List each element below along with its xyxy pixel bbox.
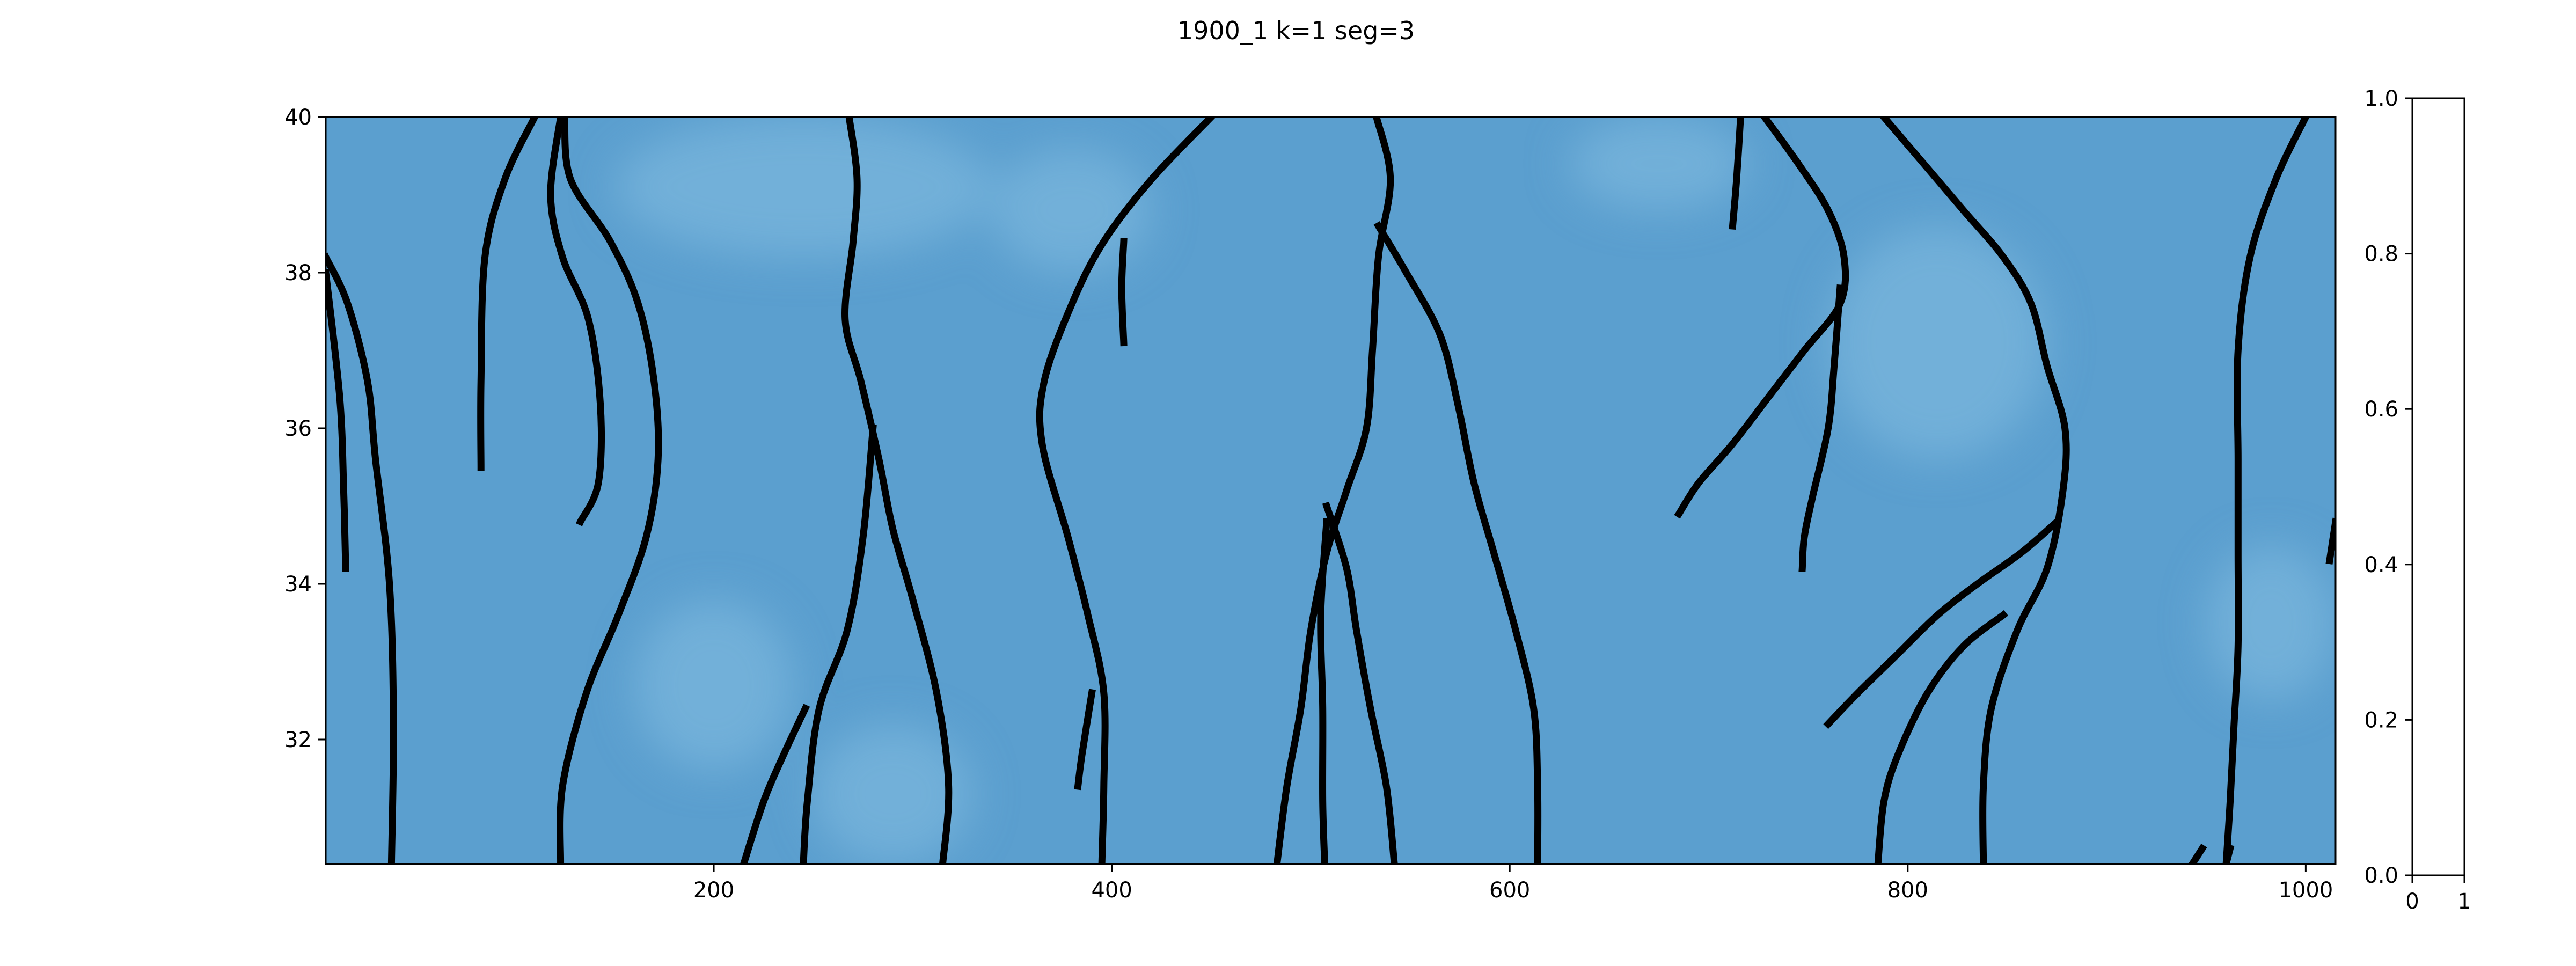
colorbar-y-tick-label: 0.8 xyxy=(2364,242,2398,267)
colorbar-y-tick-label: 0.0 xyxy=(2364,863,2398,888)
contour-line-2 xyxy=(326,268,349,572)
y-tick-label: 38 xyxy=(284,261,312,286)
contour-line-14 xyxy=(1322,501,1398,864)
contour-line-8 xyxy=(740,704,810,864)
contour-line-4 xyxy=(547,117,605,526)
colorbar-y-tick-label: 0.2 xyxy=(2364,708,2398,733)
contour-line-1 xyxy=(326,252,397,864)
heatmap-background xyxy=(326,117,2336,864)
x-tick-label: 1000 xyxy=(2278,878,2333,903)
light-patch-3 xyxy=(1569,117,1749,210)
colorbar-x-tick-label: 0 xyxy=(2405,889,2419,914)
colorbar-y-tick-label: 0.6 xyxy=(2364,397,2398,422)
light-patch-6 xyxy=(2206,545,2336,701)
light-patch-4 xyxy=(1828,226,2047,459)
contour-line-18 xyxy=(1798,284,1844,572)
colorbar-y-axis: 0.0 0.2 0.4 0.6 0.8 1.0 xyxy=(2364,86,2412,888)
contour-line-21 xyxy=(1874,610,2008,864)
contour-line-13 xyxy=(1373,221,1542,864)
light-patches xyxy=(614,117,2336,864)
contour-line-12 xyxy=(1273,117,1394,864)
contour-line-24 xyxy=(2188,844,2207,864)
contour-line-15 xyxy=(1317,518,1331,864)
contour-line-7 xyxy=(800,424,877,864)
y-tick-label: 36 xyxy=(284,416,312,441)
x-tick-label: 600 xyxy=(1489,878,1530,903)
y-tick-label: 40 xyxy=(284,105,312,130)
contour-line-6 xyxy=(841,117,953,864)
contour-line-25 xyxy=(2222,844,2235,864)
light-patch-7 xyxy=(813,724,973,864)
y-tick-label: 32 xyxy=(284,728,312,752)
contour-line-5 xyxy=(557,117,662,864)
contour-line-3 xyxy=(477,117,539,471)
y-axis: 32 34 36 38 40 xyxy=(284,105,326,752)
light-patch-2 xyxy=(992,148,1152,273)
colorbar-fill xyxy=(2411,97,2465,876)
chart-title: 1900_1 k=1 seg=3 xyxy=(1177,16,1415,45)
plot-frame xyxy=(325,116,2337,865)
light-patch-1 xyxy=(614,117,993,257)
x-axis: 200 400 600 800 1000 xyxy=(693,864,2333,903)
colorbar-y-tick-label: 0.4 xyxy=(2364,553,2398,577)
x-tick-label: 200 xyxy=(693,878,734,903)
y-tick-label: 34 xyxy=(284,572,312,597)
contour-line-17 xyxy=(1674,117,1849,519)
light-patch-5 xyxy=(634,599,794,771)
contour-lines xyxy=(326,117,2336,864)
main-plot: 200 400 600 800 1000 32 34 36 38 40 xyxy=(284,105,2337,903)
contour-line-9 xyxy=(1036,117,1217,864)
contour-line-10 xyxy=(1118,238,1128,347)
contour-line-16 xyxy=(1729,117,1744,230)
contour-line-11 xyxy=(1074,689,1096,791)
colorbar-y-tick-label: 1.0 xyxy=(2364,86,2398,111)
contour-line-19 xyxy=(1879,117,2070,864)
contour-line-22 xyxy=(2222,117,2310,864)
colorbar-x-tick-label: 1 xyxy=(2457,889,2471,914)
contour-line-20 xyxy=(1823,516,2062,729)
x-tick-label: 400 xyxy=(1091,878,1132,903)
x-tick-label: 800 xyxy=(1887,878,1928,903)
